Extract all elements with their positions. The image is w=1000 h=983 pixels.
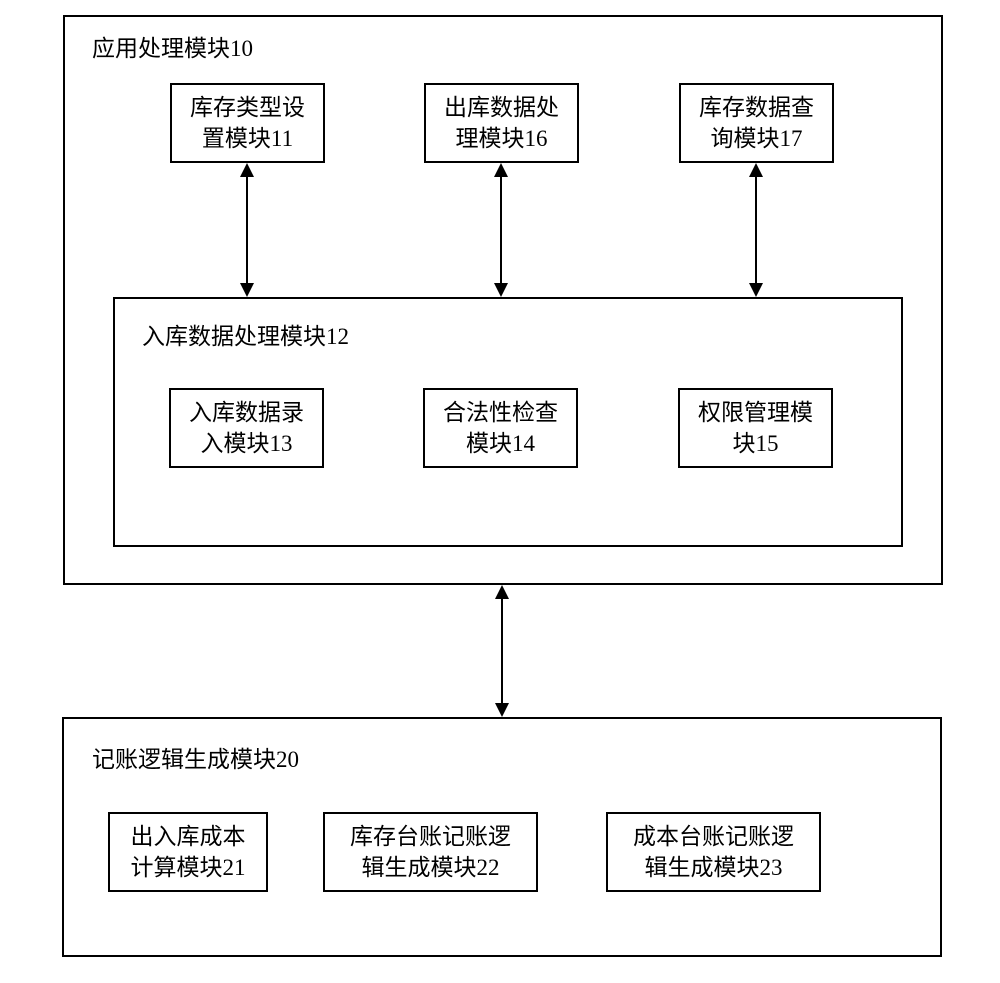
module-21-text: 出入库成本计算模块21 (131, 821, 246, 883)
outer-module-20-label: 记账逻辑生成模块20 (92, 745, 299, 775)
arrow-11-12-up (240, 163, 254, 177)
module-16: 出库数据处理模块16 (424, 83, 579, 163)
module-11-text: 库存类型设置模块11 (190, 92, 305, 154)
module-22-text: 库存台账记账逻辑生成模块22 (350, 821, 511, 883)
arrow-11-12-line (246, 175, 248, 285)
arrow-16-12-line (500, 175, 502, 285)
module-15: 权限管理模块15 (678, 388, 833, 468)
module-17: 库存数据查询模块17 (679, 83, 834, 163)
module-14: 合法性检查模块14 (423, 388, 578, 468)
module-17-text: 库存数据查询模块17 (699, 92, 814, 154)
arrow-17-12-line (755, 175, 757, 285)
arrow-17-12-down (749, 283, 763, 297)
diagram-canvas: 应用处理模块10 库存类型设置模块11 出库数据处理模块16 库存数据查询模块1… (0, 0, 1000, 983)
module-16-text: 出库数据处理模块16 (444, 92, 559, 154)
module-14-text: 合法性检查模块14 (443, 397, 558, 459)
arrow-10-20-down (495, 703, 509, 717)
module-22: 库存台账记账逻辑生成模块22 (323, 812, 538, 892)
module-21: 出入库成本计算模块21 (108, 812, 268, 892)
module-23-text: 成本台账记账逻辑生成模块23 (633, 821, 794, 883)
arrow-17-12-up (749, 163, 763, 177)
arrow-16-12-up (494, 163, 508, 177)
module-13-text: 入库数据录入模块13 (189, 397, 304, 459)
arrow-10-20-up (495, 585, 509, 599)
module-12-label: 入库数据处理模块12 (142, 322, 349, 352)
outer-module-10-label: 应用处理模块10 (92, 34, 253, 64)
module-23: 成本台账记账逻辑生成模块23 (606, 812, 821, 892)
arrow-10-20-line (501, 597, 503, 705)
module-15-text: 权限管理模块15 (698, 397, 813, 459)
arrow-16-12-down (494, 283, 508, 297)
module-13: 入库数据录入模块13 (169, 388, 324, 468)
module-11: 库存类型设置模块11 (170, 83, 325, 163)
arrow-11-12-down (240, 283, 254, 297)
